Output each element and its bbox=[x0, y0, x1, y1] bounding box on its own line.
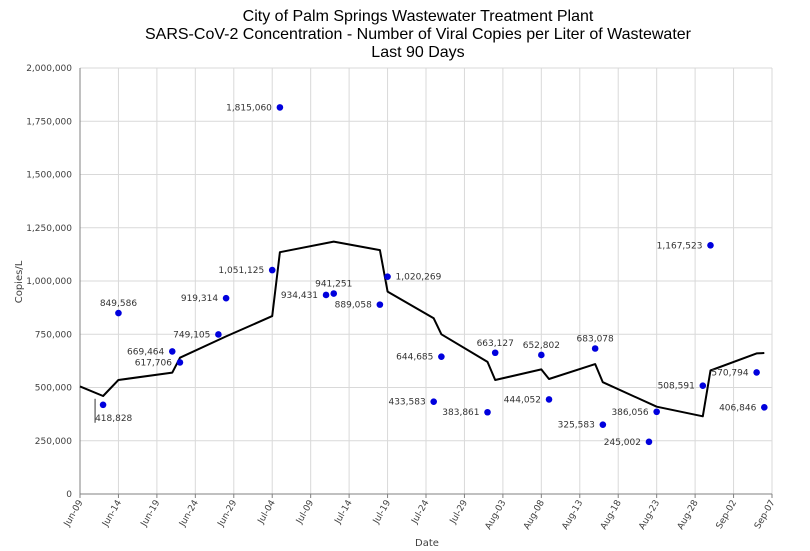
data-label: 941,251 bbox=[315, 280, 352, 290]
data-label: 934,431 bbox=[281, 291, 318, 301]
data-point bbox=[376, 301, 384, 308]
data-label: 617,706 bbox=[135, 358, 172, 368]
x-tick-label: Aug-28 bbox=[676, 498, 701, 531]
x-tick-labels: Jun-09 Jun-14 Jun-19 Jun-24 Jun-29 Jul-04 Jul-… bbox=[62, 498, 778, 531]
chart-subtitle-period: Last 90 Days bbox=[371, 44, 464, 61]
data-point bbox=[707, 242, 714, 249]
y-tick-label: 1,000,000 bbox=[26, 277, 72, 287]
data-label: 919,314 bbox=[181, 294, 218, 304]
data-label: 1,815,060 bbox=[226, 103, 272, 113]
y-tick-label: 0 bbox=[66, 490, 72, 500]
data-label: 669,464 bbox=[127, 347, 164, 357]
data-point bbox=[591, 345, 599, 352]
x-tick-label: Jul-14 bbox=[333, 498, 355, 526]
x-tick-label: Sep-02 bbox=[715, 499, 739, 531]
y-tick-label: 1,500,000 bbox=[26, 171, 72, 181]
data-point bbox=[168, 348, 176, 355]
data-point bbox=[699, 382, 707, 389]
chart-subtitle: SARS-CoV-2 Concentration - Number of Vir… bbox=[145, 26, 692, 43]
data-point bbox=[384, 273, 391, 280]
x-tick-label: Jul-24 bbox=[410, 498, 432, 526]
x-tick-label: Jul-29 bbox=[448, 498, 470, 526]
data-label: 418,828 bbox=[95, 414, 132, 424]
y-tick-label: 500,000 bbox=[35, 384, 72, 394]
data-point bbox=[545, 396, 553, 403]
x-tick-label: Jun-29 bbox=[216, 498, 240, 529]
data-label: 652,802 bbox=[523, 341, 560, 351]
data-label: 644,685 bbox=[396, 353, 433, 363]
data-point bbox=[276, 104, 284, 111]
data-label: 1,167,523 bbox=[657, 241, 703, 251]
data-label: 433,583 bbox=[388, 398, 425, 408]
data-label: 245,002 bbox=[604, 438, 641, 448]
data-point bbox=[538, 351, 545, 359]
data-points bbox=[99, 104, 768, 446]
data-point bbox=[484, 408, 491, 416]
data-point bbox=[268, 266, 276, 274]
data-point bbox=[99, 401, 107, 409]
y-axis-title: Copies/L bbox=[14, 260, 25, 303]
x-tick-label: Jul-09 bbox=[294, 498, 316, 526]
y-tick-label: 750,000 bbox=[35, 330, 72, 340]
x-tick-label: Jun-19 bbox=[139, 498, 163, 529]
y-tick-label: 1,250,000 bbox=[26, 224, 72, 234]
x-tick-label: Sep-07 bbox=[753, 499, 777, 531]
data-point bbox=[753, 369, 760, 376]
data-label: 508,591 bbox=[658, 382, 695, 392]
chart-title: City of Palm Springs Wastewater Treatmen… bbox=[243, 8, 594, 25]
data-label: 386,056 bbox=[611, 408, 648, 418]
data-label: 849,586 bbox=[100, 299, 137, 309]
data-point bbox=[330, 290, 338, 297]
x-tick-label: Jun-14 bbox=[100, 498, 124, 529]
data-label: 325,583 bbox=[558, 421, 595, 431]
data-label: 1,051,125 bbox=[218, 266, 264, 276]
data-point bbox=[115, 309, 122, 317]
data-label: 1,020,269 bbox=[396, 273, 442, 283]
data-point bbox=[653, 408, 660, 416]
data-point bbox=[491, 349, 499, 357]
data-label: 406,846 bbox=[719, 403, 756, 413]
x-tick-label: Aug-03 bbox=[484, 499, 509, 532]
data-point bbox=[215, 331, 222, 338]
data-point bbox=[222, 294, 230, 302]
x-tick-label: Jul-04 bbox=[256, 498, 278, 526]
y-tick-label: 1,750,000 bbox=[26, 117, 72, 127]
data-point bbox=[176, 359, 184, 366]
x-tick-label: Jul-19 bbox=[371, 498, 393, 526]
data-label: 889,058 bbox=[335, 301, 372, 311]
gridlines bbox=[79, 67, 773, 494]
y-tick-label: 2,000,000 bbox=[26, 64, 72, 74]
axes bbox=[79, 68, 773, 498]
data-point bbox=[761, 404, 768, 411]
data-point bbox=[645, 438, 653, 446]
data-label: 749,105 bbox=[173, 330, 210, 340]
data-label: 383,861 bbox=[442, 408, 479, 418]
x-tick-label: Aug-23 bbox=[637, 499, 662, 532]
data-label: 570,794 bbox=[711, 368, 748, 378]
x-tick-label: Jun-24 bbox=[177, 498, 201, 529]
x-tick-label: Aug-18 bbox=[599, 498, 624, 531]
data-label: 444,052 bbox=[504, 395, 541, 405]
data-label: 683,078 bbox=[577, 335, 614, 345]
x-tick-label: Aug-08 bbox=[522, 498, 547, 531]
y-tick-label: 250,000 bbox=[35, 437, 72, 447]
x-tick-label: Aug-13 bbox=[561, 499, 586, 532]
data-point bbox=[599, 421, 607, 428]
data-label: 663,127 bbox=[477, 339, 514, 349]
data-point bbox=[322, 291, 330, 299]
data-point bbox=[430, 398, 437, 405]
x-tick-label: Jun-09 bbox=[62, 498, 86, 529]
x-axis-title: Date bbox=[415, 538, 439, 549]
y-tick-labels: 0 250,000 500,000 750,000 1,000,000 1,250,000… bbox=[26, 64, 72, 500]
data-point bbox=[438, 353, 445, 360]
